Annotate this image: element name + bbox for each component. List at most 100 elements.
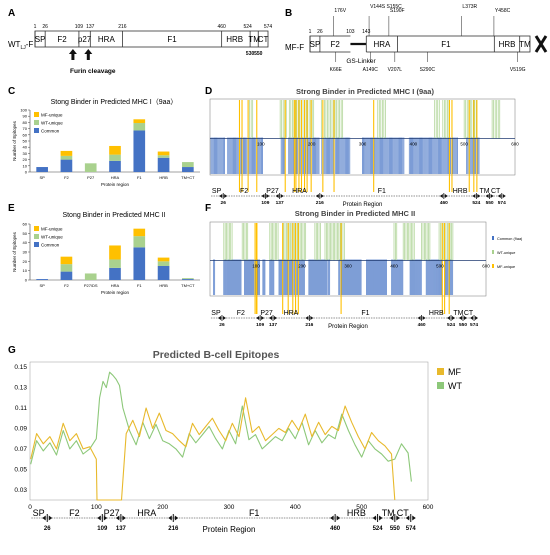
legend-label: MF-unique	[497, 265, 515, 269]
bar-wt-unique	[84, 273, 97, 280]
legend-swatch	[34, 226, 39, 231]
furin-cleavage-arrows	[68, 49, 93, 60]
bar-mf-unique	[109, 245, 121, 260]
boundary-arrow-icon	[315, 194, 324, 198]
y-tick-label: 10	[23, 268, 28, 273]
boundary-label: 524	[373, 526, 384, 532]
gs-linker-label: GS-Linker	[346, 58, 376, 65]
bcell-track-domain-label: CT	[397, 508, 409, 518]
panel-f-title: Strong Binder in Predicted MHC II	[295, 209, 415, 218]
bar-common	[157, 266, 170, 280]
boundary-arrow-icon	[417, 316, 426, 320]
bar-wt-unique	[109, 154, 121, 161]
legend-label: MF	[448, 367, 461, 377]
boundary-label: 574	[470, 322, 478, 328]
domain-hra-label: HRA	[374, 40, 392, 49]
boundary-arrow-icon	[372, 515, 383, 521]
mutation-label: Y458C	[495, 8, 511, 14]
bar-mf-unique	[60, 256, 73, 265]
y-tick-label: 90	[23, 114, 28, 119]
panel-d-letter: D	[205, 86, 212, 97]
x-tick-label: 500	[356, 504, 367, 511]
boundary-arrow-icon	[389, 515, 400, 521]
panel-f: F Strong Binder in Predicted MHC II 100 2…	[205, 203, 523, 330]
legend-swatch	[34, 242, 39, 247]
legend-label: MF-unique	[41, 113, 63, 118]
legend-swatch	[34, 120, 39, 125]
boundary-label: 550	[486, 200, 494, 206]
legend-swatch	[492, 236, 494, 240]
y-tick-label: 80	[23, 120, 28, 125]
x-tick-label: 0	[28, 504, 32, 511]
position-label: 103	[346, 29, 355, 35]
category-label: HRA	[111, 283, 120, 288]
boundary-label: 216	[305, 322, 313, 328]
x-tick-label: 100	[257, 142, 265, 147]
mutation-label: 176V	[334, 8, 346, 14]
mhc2-y-axis-label: Number of Epitopes	[12, 231, 17, 272]
bar-wt-unique	[182, 278, 194, 280]
domain-f2-label: F2	[57, 35, 67, 44]
mf-construct-label: MF-F	[285, 43, 304, 52]
boundary-arrow-icon	[256, 316, 265, 320]
bar-wt-unique	[133, 236, 146, 248]
bcell-epitope-line-chart: 0.03 0.05 0.07 0.09 0.11 0.13 0.15 0 100 200 300 40…	[14, 361, 462, 534]
boundary-arrow-icon	[470, 316, 479, 320]
boundary-label: 574	[406, 526, 417, 532]
mf-domain-bar: SP F2 HRA F1 HRB TM	[309, 35, 531, 53]
legend-label: Common	[41, 243, 60, 248]
boundary-label: 109	[256, 322, 264, 328]
boundary-label: 550	[390, 526, 401, 532]
y-tick-label: 0.05	[14, 466, 27, 473]
legend-swatch	[492, 250, 494, 254]
mhc1-track-domain-label: F1	[378, 188, 386, 195]
boundary-label: 26	[219, 322, 225, 328]
legend-swatch	[492, 264, 494, 268]
y-tick-label: 30	[23, 151, 28, 156]
mhc1-track-domain-label: CT	[491, 188, 501, 195]
panel-c: C Stong Binder in Predicted MHC I（9aa） 0…	[8, 86, 200, 187]
boundary-label: 524	[472, 200, 480, 206]
bar-mf-unique	[157, 257, 170, 262]
mhc1-x-axis-label: Protein region	[101, 182, 130, 187]
position-label: 143	[362, 29, 371, 35]
legend-label: Common	[41, 129, 60, 134]
x-tick-label: 400	[290, 504, 301, 511]
boundary-arrow-icon	[97, 515, 108, 521]
boundary-label: 460	[330, 526, 341, 532]
boundary-label: 216	[168, 526, 179, 532]
boundary-arrow-icon	[459, 316, 467, 320]
boundary-label: 137	[269, 322, 277, 328]
bcell-track-domain-label: P27	[104, 508, 120, 518]
mhc2-x-axis-label: Protein Region	[328, 324, 368, 330]
domain-tm-label: TM	[248, 35, 260, 44]
category-label: HRA	[111, 175, 120, 180]
mhc2-x-axis-label: Protein region	[101, 290, 130, 295]
y-tick-label: 60	[23, 222, 28, 227]
category-label: TM+CT	[181, 283, 195, 288]
domain-tm-label: TM	[519, 40, 531, 49]
mf-position-labels: 1 26 103 143	[309, 29, 371, 35]
bar-common	[157, 157, 170, 172]
bar-common	[60, 271, 73, 280]
bar-common	[182, 167, 194, 172]
domain-hrb-label: HRB	[226, 35, 243, 44]
position-label: 137	[86, 24, 95, 30]
bar-mf-unique	[60, 150, 73, 156]
bar-wt-unique	[109, 259, 121, 268]
bcell-x-axis-label: Protein Region	[203, 525, 256, 534]
position-label: 530	[246, 51, 255, 57]
boundary-arrow-icon	[217, 316, 226, 320]
x-tick-label: 300	[344, 263, 352, 268]
boundary-arrow-icon	[219, 194, 228, 198]
boundary-arrow-icon	[485, 194, 494, 198]
x-tick-label: 200	[157, 504, 168, 511]
boundary-label: 137	[276, 200, 284, 206]
category-label: F1	[137, 175, 142, 180]
y-tick-label: 50	[23, 231, 28, 236]
y-tick-label: 0.11	[15, 405, 28, 412]
